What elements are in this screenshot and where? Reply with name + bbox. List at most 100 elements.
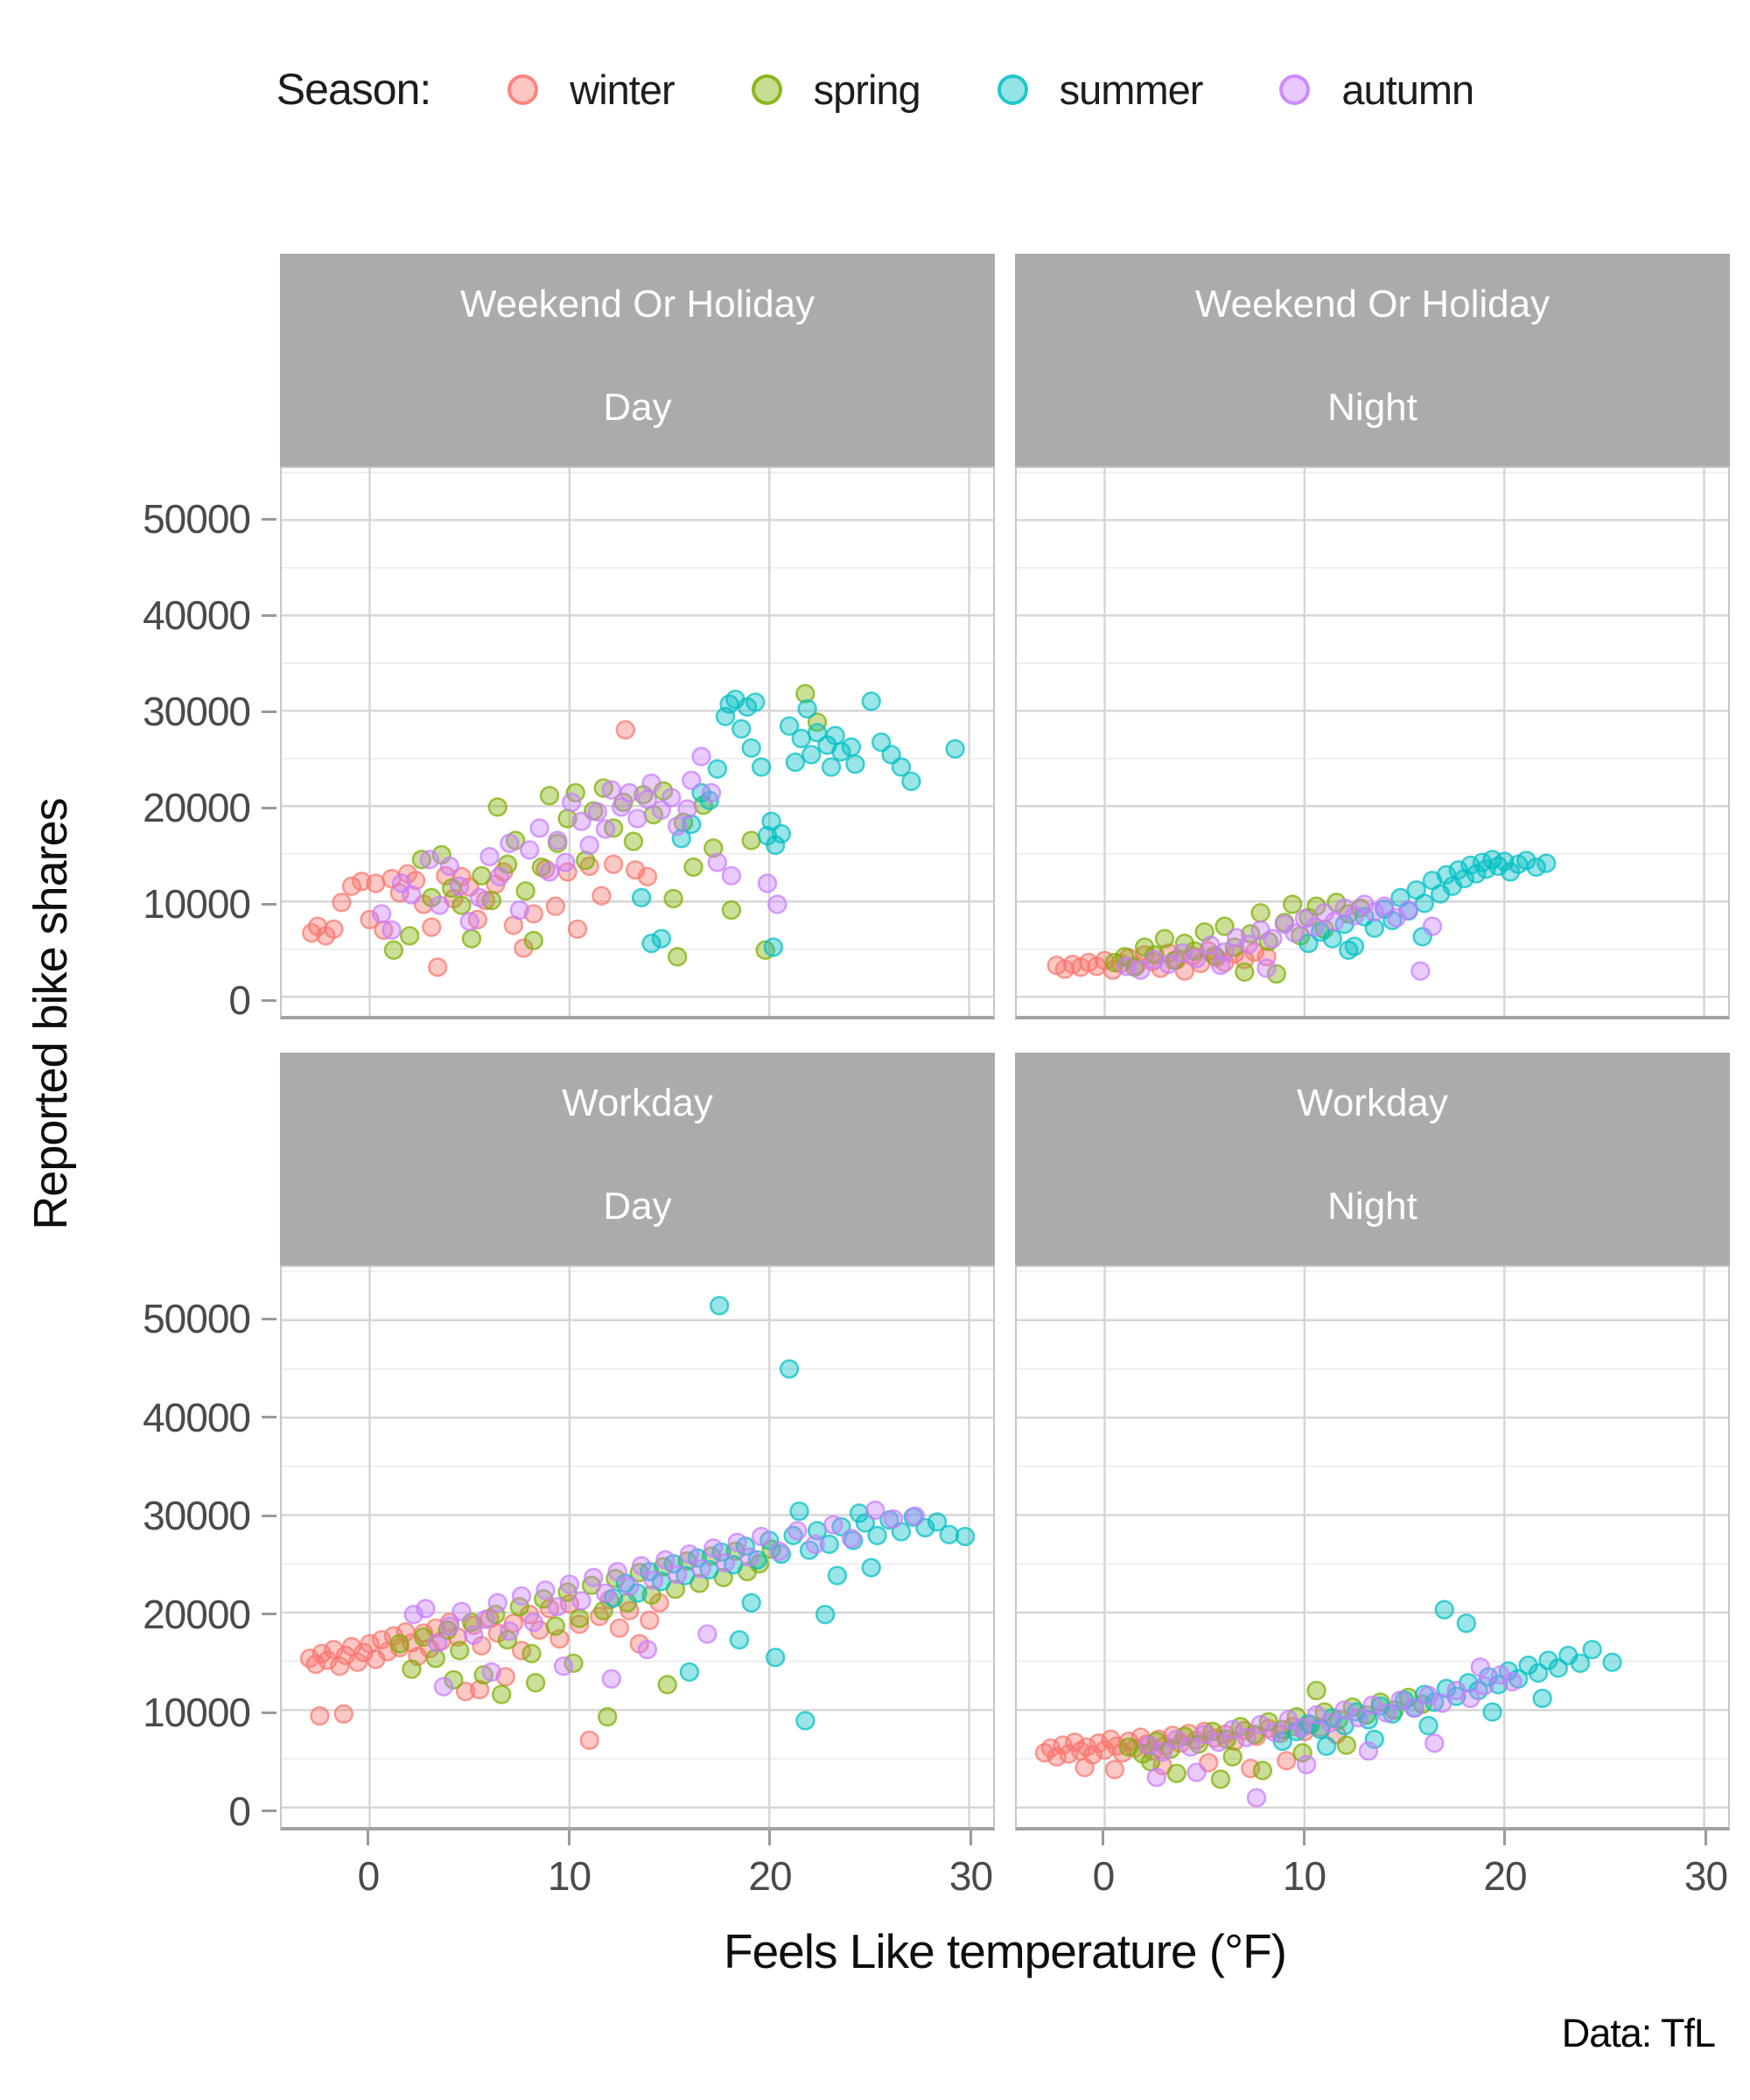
spring-data-point bbox=[623, 831, 644, 851]
autumn-data-point bbox=[1238, 934, 1259, 955]
autumn-data-point bbox=[452, 1601, 472, 1621]
autumn-data-point bbox=[1424, 1733, 1445, 1754]
winter-data-point bbox=[341, 876, 362, 896]
y-tick-mark bbox=[262, 902, 276, 906]
spring-data-point bbox=[452, 895, 472, 915]
autumn-data-point bbox=[487, 1592, 508, 1613]
x-tick-mark bbox=[367, 1830, 370, 1845]
spring-data-point bbox=[1336, 1735, 1357, 1755]
summer-data-point bbox=[825, 725, 845, 746]
legend-label-summer: summer bbox=[1059, 66, 1204, 113]
summer-data-point bbox=[1536, 853, 1557, 873]
autumn-data-point bbox=[469, 887, 490, 908]
winter-data-point bbox=[603, 854, 624, 874]
autumn-data-point bbox=[419, 850, 440, 870]
summer-data-point bbox=[1466, 864, 1487, 884]
strip-line-1: Workday bbox=[1297, 1082, 1448, 1124]
autumn-data-point bbox=[1146, 1768, 1167, 1788]
autumn-data-point bbox=[769, 1541, 789, 1561]
autumn-data-point bbox=[643, 1570, 664, 1591]
y-tick-label: 30000 bbox=[143, 1493, 251, 1539]
summer-data-point bbox=[831, 742, 851, 762]
spring-data-point bbox=[399, 926, 420, 946]
autumn-data-point bbox=[691, 746, 711, 766]
spring-data-point bbox=[545, 1616, 566, 1636]
winter-data-point bbox=[310, 1705, 330, 1726]
spring-data-point bbox=[461, 928, 482, 948]
x-tick-label: 20 bbox=[1483, 1853, 1527, 1899]
autumn-data-point bbox=[439, 1616, 460, 1636]
spring-data-point bbox=[472, 865, 492, 886]
x-tick-label: 0 bbox=[1092, 1853, 1116, 1899]
summer-data-point bbox=[819, 1534, 839, 1555]
autumn-data-point bbox=[697, 1624, 718, 1644]
summer-data-point bbox=[761, 811, 781, 831]
autumn-data-point bbox=[427, 1633, 448, 1653]
summer-data-point bbox=[1418, 1716, 1438, 1736]
autumn-data-point bbox=[556, 852, 576, 872]
summer-data-point bbox=[827, 1565, 848, 1586]
autumn-data-point bbox=[883, 1508, 904, 1530]
spring-data-point bbox=[641, 1585, 662, 1606]
summer-data-point bbox=[845, 754, 865, 774]
autumn-data-point bbox=[701, 782, 722, 803]
summer-data-point bbox=[901, 771, 921, 792]
summer-data-point bbox=[802, 745, 822, 765]
y-tick-label: 20000 bbox=[143, 1591, 251, 1637]
summer-data-point bbox=[955, 1526, 976, 1547]
caption: Data: TfL bbox=[1561, 2011, 1716, 2055]
summer-data-point bbox=[849, 1503, 870, 1523]
summer-data-point bbox=[707, 759, 728, 779]
autumn-data-point bbox=[721, 865, 742, 886]
strip-line-1: Workday bbox=[562, 1082, 713, 1124]
autumn-data-point bbox=[1410, 961, 1431, 981]
spring-data-point bbox=[721, 900, 742, 920]
autumn-data-point bbox=[651, 800, 672, 820]
facet-strip-workday-day: Workday Day bbox=[280, 1053, 995, 1265]
autumn-data-point bbox=[571, 1591, 592, 1611]
y-tick-mark bbox=[262, 1416, 276, 1419]
summer-data-point bbox=[1602, 1652, 1622, 1672]
x-tick-label: 30 bbox=[948, 1853, 993, 1899]
facet-strip-weekend-night: Weekend Or Holiday Night bbox=[1015, 254, 1730, 466]
autumn-data-point bbox=[727, 1532, 747, 1552]
legend-item-spring: spring bbox=[751, 66, 921, 114]
summer-data-point bbox=[1526, 857, 1546, 878]
summer-data-point bbox=[779, 716, 800, 736]
autumn-data-point bbox=[905, 1506, 926, 1526]
winter-data-point bbox=[1277, 1751, 1297, 1771]
autumn-data-point bbox=[611, 797, 632, 817]
summer-data-point bbox=[927, 1512, 948, 1532]
autumn-data-point bbox=[1186, 948, 1207, 969]
autumn-data-point bbox=[767, 894, 788, 914]
summer-data-point bbox=[1364, 1729, 1384, 1749]
spring-data-point bbox=[683, 857, 704, 878]
autumn-data-point bbox=[1422, 916, 1443, 936]
x-axis-title: Feels Like temperature (°F) bbox=[724, 1924, 1287, 1978]
summer-data-point bbox=[815, 1605, 836, 1625]
autumn-data-point bbox=[536, 1580, 556, 1600]
autumn-data-point bbox=[523, 1612, 543, 1633]
summer-data-point bbox=[1456, 1614, 1477, 1634]
legend-item-summer: summer bbox=[997, 66, 1204, 114]
autumn-data-point bbox=[1236, 1727, 1256, 1747]
autumn-data-point bbox=[500, 1620, 520, 1642]
autumn-data-point bbox=[416, 1599, 436, 1619]
autumn-data-point bbox=[655, 1550, 676, 1570]
autumn-data-point bbox=[433, 1676, 454, 1697]
panel-plot-area bbox=[1017, 468, 1728, 1016]
autumn-data-point bbox=[620, 1576, 640, 1597]
y-tick-mark bbox=[262, 613, 276, 617]
summer-data-point bbox=[746, 692, 766, 712]
autumn-data-point bbox=[587, 802, 608, 822]
autumn-data-point bbox=[561, 792, 582, 813]
spring-data-point bbox=[539, 786, 560, 806]
summer-data-point bbox=[1548, 1658, 1569, 1678]
summer-key-dot-icon bbox=[997, 74, 1028, 105]
summer-data-point bbox=[709, 1295, 730, 1316]
summer-data-point bbox=[741, 738, 761, 758]
panel-plot-area bbox=[282, 468, 993, 1016]
winter-data-point bbox=[422, 917, 442, 937]
winter-data-point bbox=[592, 886, 612, 906]
